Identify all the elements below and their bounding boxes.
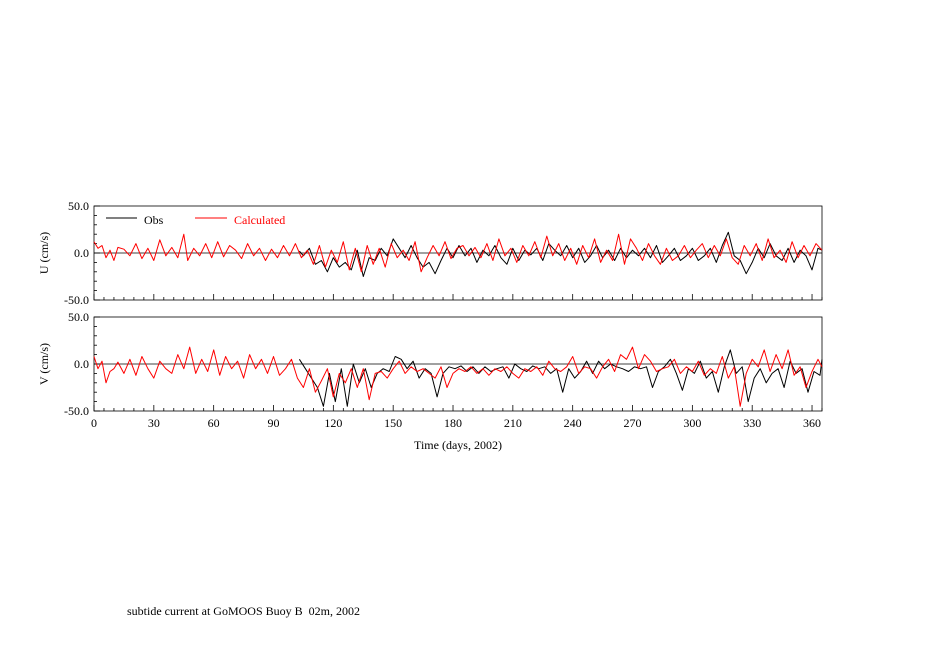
x-tick-label: 180 [444, 416, 462, 430]
x-tick-label: 60 [208, 416, 220, 430]
x-tick-label: 90 [268, 416, 280, 430]
y-tick-label: 50.0 [68, 199, 89, 213]
x-tick-label: 120 [324, 416, 342, 430]
legend-obs-label: Obs [144, 213, 164, 227]
v-axis-label: V (cm/s) [37, 343, 51, 385]
legend: Obs Calculated [106, 213, 285, 227]
legend-calculated-label: Calculated [234, 213, 285, 227]
y-tick-label: 50.0 [68, 310, 89, 324]
figure-caption: subtide current at GoMOOS Buoy B 02m, 20… [127, 604, 360, 618]
x-tick-label: 210 [504, 416, 522, 430]
y-tick-label: 0.0 [74, 246, 89, 260]
u-panel: 50.0 0.0 -50.0 [64, 199, 823, 307]
x-tick-label: 30 [148, 416, 160, 430]
x-tick-label: 240 [564, 416, 582, 430]
x-tick-label: 0 [91, 416, 97, 430]
x-tick-label: 270 [624, 416, 642, 430]
series-line-obs [298, 349, 823, 407]
y-tick-label: -50.0 [64, 293, 89, 307]
x-tick-label: 360 [803, 416, 821, 430]
series-line-obs [299, 231, 823, 277]
x-tick-label: 300 [683, 416, 701, 430]
series-line-calculated [93, 346, 823, 407]
x-axis-label: Time (days, 2002) [414, 438, 502, 452]
x-tick-label: 150 [384, 416, 402, 430]
v-panel: 50.0 0.0 -50.00 30 60 90 120 150 180 210 240 270 300… [64, 310, 823, 430]
series-line-calculated [93, 233, 823, 273]
y-tick-label: 0.0 [74, 357, 89, 371]
u-axis-label: U (cm/s) [37, 232, 51, 274]
y-tick-label: -50.0 [64, 404, 89, 418]
x-tick-label: 330 [743, 416, 761, 430]
